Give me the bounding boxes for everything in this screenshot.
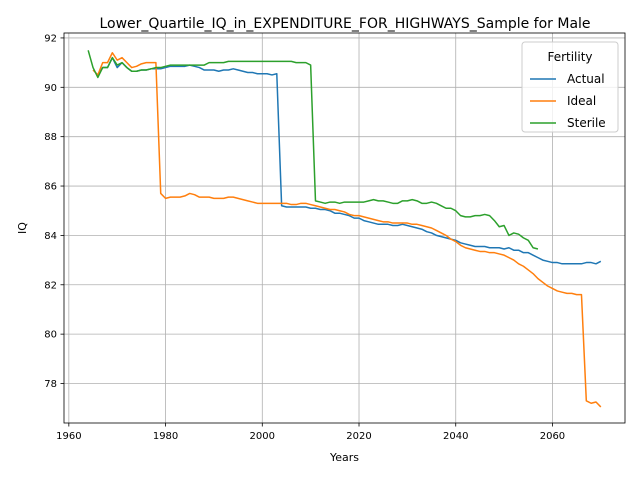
y-tick-label: 82 xyxy=(44,280,57,291)
axis-ticks: 1960 1980 2000 2020 2040 2060 78 80 82 84 86 88 90 92 xyxy=(44,33,565,442)
y-tick-label: 78 xyxy=(44,379,57,390)
series-line-ideal xyxy=(92,52,602,408)
legend-entries: Actual Ideal Sterile xyxy=(530,72,606,130)
x-axis-label: Years xyxy=(329,451,359,464)
legend-label-actual: Actual xyxy=(567,72,605,86)
grid xyxy=(64,33,625,423)
legend-title: Fertility xyxy=(547,50,592,64)
legend-label-ideal: Ideal xyxy=(567,94,596,108)
legend: Fertility Actual Ideal Sterile xyxy=(521,41,619,133)
y-axis-label: IQ xyxy=(16,222,29,234)
x-tick-label: 2060 xyxy=(540,431,565,442)
x-tick-label: 2000 xyxy=(250,431,275,442)
x-tick-label: 2040 xyxy=(443,431,468,442)
chart-title: Lower_Quartile_IQ_in_EXPENDITURE_FOR_HIG… xyxy=(99,16,590,32)
y-tick-label: 84 xyxy=(44,231,57,242)
x-tick-label: 1980 xyxy=(153,431,178,442)
x-tick-label: 1960 xyxy=(56,431,81,442)
y-tick-label: 86 xyxy=(44,182,57,193)
y-tick-label: 88 xyxy=(44,132,57,143)
x-tick-label: 2020 xyxy=(346,431,371,442)
legend-label-sterile: Sterile xyxy=(567,116,606,130)
plot-area-frame xyxy=(63,32,626,424)
series-line-sterile xyxy=(87,50,539,250)
y-tick-label: 92 xyxy=(44,33,57,44)
y-tick-label: 90 xyxy=(44,83,57,94)
series-lines xyxy=(87,50,602,408)
legend-box xyxy=(521,41,619,133)
y-tick-label: 80 xyxy=(44,330,57,341)
series-line-actual xyxy=(97,56,602,265)
